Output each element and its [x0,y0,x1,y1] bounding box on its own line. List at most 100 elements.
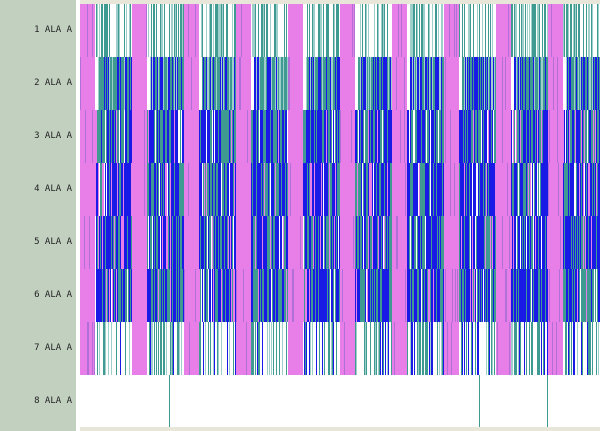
structure-stripe [92,163,93,216]
structure-stripe [217,110,218,163]
structure-stripe [313,269,314,322]
structure-stripe [132,110,133,163]
structure-stripe [350,269,351,322]
structure-stripe [351,322,352,375]
structure-stripe [487,216,488,269]
structure-stripe [345,322,346,375]
structure-stripe [583,110,584,163]
structure-stripe [413,4,414,57]
structure-stripe [198,269,199,322]
structure-stripe [535,163,536,216]
structure-stripe [293,269,294,322]
structure-stripe [277,110,278,163]
structure-stripe [339,216,340,269]
timeline-plot[interactable] [80,4,600,427]
structure-stripe [100,163,101,216]
structure-stripe [106,4,107,57]
structure-stripe [368,57,369,110]
structure-stripe [399,4,400,57]
structure-stripe [422,110,423,163]
structure-stripe [355,110,356,163]
structure-stripe [399,322,400,375]
structure-stripe [134,4,135,57]
structure-stripe [430,57,431,110]
structure-stripe [306,163,307,216]
structure-stripe [396,163,397,216]
structure-stripe [372,163,373,216]
structure-stripe [338,110,339,163]
structure-stripe [221,216,222,269]
structure-stripe [294,4,295,57]
structure-stripe [263,110,264,163]
structure-stripe [451,57,452,110]
structure-stripe [526,110,527,163]
structure-stripe [314,216,315,269]
structure-stripe [399,57,400,110]
structure-stripe [436,57,437,110]
structure-stripe [562,269,563,322]
structure-stripe [301,216,302,269]
structure-stripe [137,4,138,57]
structure-stripe [230,216,231,269]
structure-stripe [520,163,521,216]
structure-stripe [171,269,172,322]
structure-stripe [101,163,102,216]
structure-stripe [583,57,584,110]
structure-stripe [154,216,155,269]
structure-stripe [118,269,119,322]
structure-stripe [123,216,124,269]
structure-stripe [236,110,237,163]
structure-stripe [217,4,218,57]
structure-stripe [373,269,374,322]
structure-stripe [296,216,297,269]
structure-stripe [455,216,456,269]
structure-stripe [189,110,190,163]
structure-stripe [405,163,406,216]
structure-stripe [298,163,299,216]
structure-stripe [428,216,429,269]
structure-stripe [457,57,458,110]
structure-stripe [528,110,529,163]
structure-stripe [222,4,223,57]
structure-stripe [86,110,87,163]
structure-stripe [406,269,407,322]
structure-stripe [153,163,154,216]
structure-stripe [343,322,344,375]
structure-stripe [378,163,379,216]
structure-stripe [192,322,193,375]
structure-stripe [97,322,98,375]
structure-stripe [191,4,192,57]
structure-stripe [462,269,463,322]
structure-stripe [469,216,470,269]
structure-stripe [344,57,345,110]
structure-stripe [544,163,545,216]
structure-stripe [474,110,475,163]
structure-stripe [424,4,425,57]
structure-stripe [223,57,224,110]
structure-stripe [495,269,496,322]
structure-stripe [161,269,162,322]
structure-stripe [463,110,464,163]
structure-stripe [395,110,396,163]
structure-stripe [204,110,205,163]
structure-stripe [226,163,227,216]
structure-stripe [552,322,553,375]
structure-stripe [131,163,132,216]
structure-stripe [369,216,370,269]
structure-stripe [471,216,472,269]
structure-stripe [443,163,444,216]
structure-stripe [433,216,434,269]
structure-stripe [500,269,501,322]
structure-stripe [93,163,94,216]
structure-stripe [85,4,86,57]
structure-stripe [227,57,228,110]
structure-stripe [382,163,383,216]
structure-stripe [348,163,349,216]
structure-stripe [596,57,597,110]
structure-stripe [152,57,153,110]
structure-stripe [389,110,390,163]
structure-stripe [391,269,392,322]
structure-stripe [299,322,300,375]
structure-stripe [424,110,425,163]
structure-stripe [429,216,430,269]
